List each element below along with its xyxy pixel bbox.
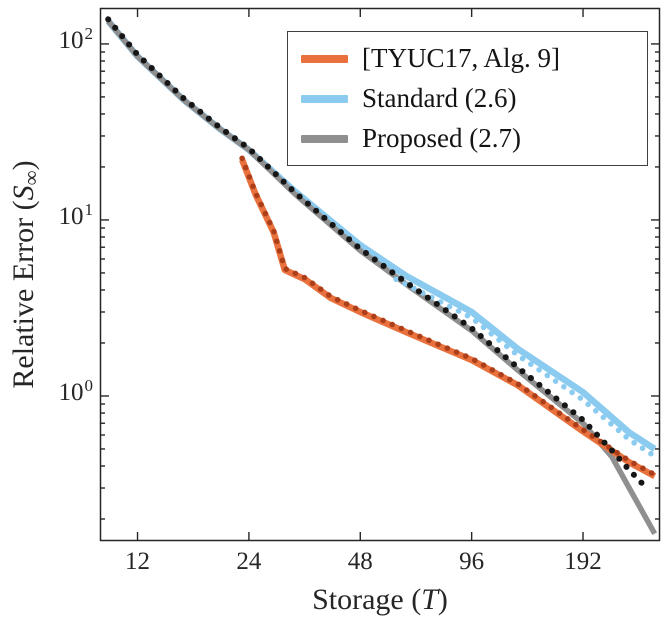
series-tyuc17-solid xyxy=(239,158,657,480)
legend-swatch-proposed xyxy=(301,134,348,143)
y-axis-label-symbol: S xyxy=(7,185,40,201)
legend-swatch-standard xyxy=(301,94,348,103)
x-tick-label-96: 96 xyxy=(459,548,485,575)
series-tyuc17-dotted xyxy=(239,155,658,478)
legend-label-standard: Standard (2.6) xyxy=(362,83,517,113)
legend-item-proposed: Proposed (2.7) xyxy=(301,123,631,154)
series-lines xyxy=(105,16,658,536)
y-axis-label: Relative Error (S∞) xyxy=(2,8,46,541)
y-tick-label-1e0: 100 xyxy=(58,375,94,406)
x-tick-label-24: 24 xyxy=(236,548,262,575)
y-tick-label-1e1: 101 xyxy=(58,199,94,230)
legend-item-tyuc17: [TYUC17, Alg. 9] xyxy=(301,43,631,74)
legend-item-standard: Standard (2.6) xyxy=(301,83,631,114)
legend: [TYUC17, Alg. 9] Standard (2.6) Proposed… xyxy=(287,31,648,166)
series-standard-dotted xyxy=(393,276,658,459)
x-axis-label: Storage (T) xyxy=(100,583,660,617)
series-proposed-dotted xyxy=(105,16,650,491)
x-axis-label-post: ) xyxy=(437,583,448,616)
x-tick-label-192: 192 xyxy=(564,548,602,575)
legend-label-tyuc17: [TYUC17, Alg. 9] xyxy=(362,43,560,73)
legend-label-proposed: Proposed (2.7) xyxy=(362,123,521,153)
legend-swatch-tyuc17 xyxy=(301,54,348,63)
y-axis-label-subscript: ∞ xyxy=(19,170,43,186)
y-tick-label-1e2: 102 xyxy=(58,23,94,54)
x-axis-label-pre: Storage ( xyxy=(312,583,422,616)
x-tick-label-48: 48 xyxy=(347,548,373,575)
x-tick-label-12: 12 xyxy=(125,548,151,575)
x-axis-label-symbol: T xyxy=(421,583,438,616)
y-axis-label-post: ) xyxy=(7,160,40,171)
axes-box xyxy=(99,7,661,542)
